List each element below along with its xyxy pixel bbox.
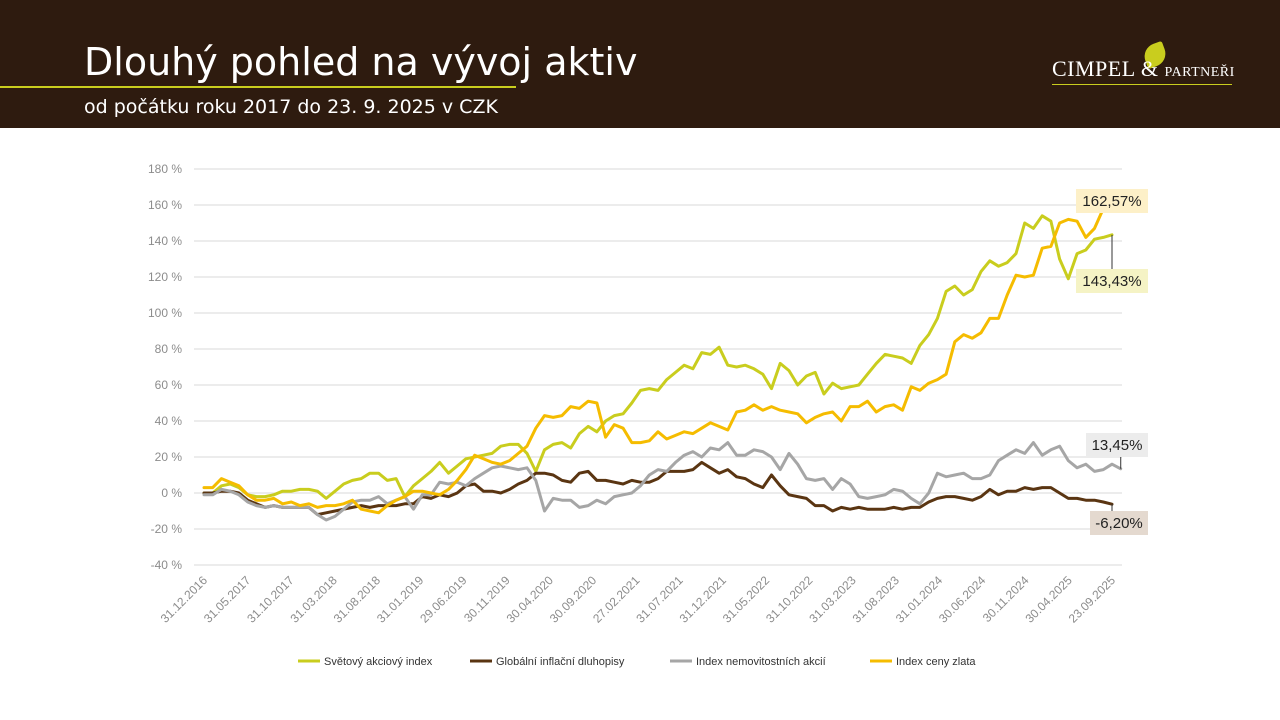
series-line [202, 214, 1114, 500]
y-tick-label: 100 % [148, 306, 182, 320]
series-line [202, 460, 1114, 517]
y-tick-label: 0 % [161, 486, 182, 500]
y-tick-label: 20 % [155, 450, 183, 464]
y-tick-label: 160 % [148, 198, 182, 212]
y-tick-label: -20 % [151, 522, 183, 536]
data-label: 143,43% [1082, 273, 1141, 290]
logo-text: CIMPEL & PARTNEŘI [1052, 56, 1235, 82]
y-tick-label: 80 % [155, 342, 183, 356]
legend-label: Světový akciový index [324, 656, 433, 668]
logo-underline [1052, 84, 1232, 85]
page-subtitle: od počátku roku 2017 do 23. 9. 2025 v CZ… [84, 96, 498, 118]
data-label: -6,20% [1095, 515, 1143, 532]
header-bar: Dlouhý pohled na vývoj aktiv od počátku … [0, 0, 1280, 128]
data-label: 13,45% [1092, 437, 1143, 454]
data-label: 162,57% [1082, 193, 1141, 210]
legend-label: Index ceny zlata [896, 656, 976, 668]
x-tick-label: 30.06.2024 [936, 573, 989, 626]
data-label-box [1076, 189, 1148, 213]
company-logo: CIMPEL & PARTNEŘI [1052, 40, 1242, 90]
series-line [202, 441, 1123, 522]
y-tick-label: 40 % [155, 414, 183, 428]
logo-main: CIMPEL [1052, 56, 1135, 81]
x-tick-label: 23.09.2025 [1066, 573, 1119, 626]
legend-label: Globální inflační dluhopisy [496, 656, 625, 668]
title-underline [0, 86, 516, 88]
series-line [202, 198, 1114, 515]
line-chart: -40 % -20 % 0 % 20 % 40 % 60 % 80 % 100 % 120 % 1… [148, 162, 1148, 668]
y-tick-label: -40 % [151, 558, 183, 572]
data-label-box [1076, 269, 1148, 293]
page-title: Dlouhý pohled na vývoj aktiv [84, 40, 638, 84]
data-label-box [1086, 433, 1148, 457]
data-label-box [1090, 511, 1148, 535]
logo-amp: & [1140, 56, 1159, 81]
y-tick-label: 140 % [148, 234, 182, 248]
logo-suffix: PARTNEŘI [1164, 65, 1235, 80]
x-tick-label: 29.06.2019 [417, 573, 470, 626]
y-tick-label: 120 % [148, 270, 182, 284]
legend-label: Index nemovitostních akcií [696, 656, 826, 668]
y-tick-label: 60 % [155, 378, 183, 392]
y-tick-label: 180 % [148, 162, 182, 176]
